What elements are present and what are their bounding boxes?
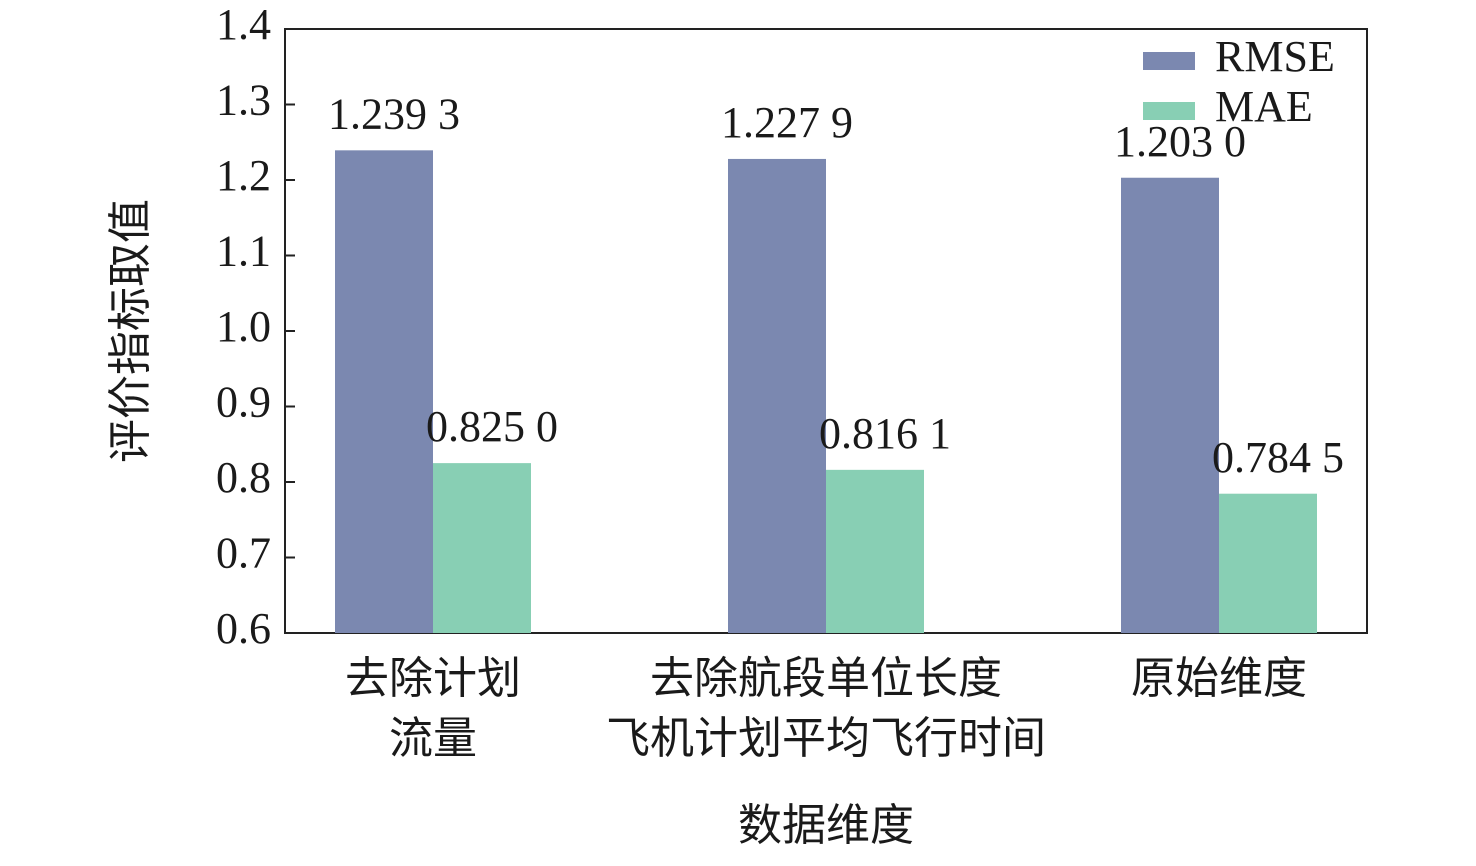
- y-tick-label: 0.9: [216, 378, 271, 427]
- bar: [335, 150, 433, 634]
- legend-swatch: [1143, 102, 1195, 120]
- y-axis-title: 评价指标取值: [106, 199, 155, 463]
- x-tick-label: 去除计划: [345, 654, 521, 703]
- y-tick-label: 1.1: [216, 227, 271, 276]
- x-tick-label: 去除航段单位长度: [650, 654, 1002, 703]
- bar: [1219, 493, 1317, 633]
- y-tick-label: 1.0: [216, 302, 271, 351]
- y-tick-label: 1.4: [216, 0, 271, 49]
- legend-label: RMSE: [1215, 32, 1335, 81]
- x-axis-title: 数据维度: [738, 801, 914, 850]
- value-label: 0.825 0: [426, 402, 558, 451]
- legend-swatch: [1143, 52, 1195, 70]
- x-tick-label: 流量: [389, 714, 477, 763]
- value-label: 0.784 5: [1212, 433, 1344, 482]
- y-tick-label: 0.8: [216, 453, 271, 502]
- y-tick-label: 1.3: [216, 76, 271, 125]
- legend-label: MAE: [1215, 82, 1313, 131]
- value-label: 1.227 9: [721, 98, 853, 147]
- value-label: 1.203 0: [1114, 117, 1246, 166]
- y-tick-label: 1.2: [216, 151, 271, 200]
- y-tick-label: 0.6: [216, 604, 271, 653]
- bar: [433, 463, 531, 633]
- bar: [1121, 177, 1219, 634]
- bar: [728, 158, 826, 634]
- value-label: 1.239 3: [328, 89, 460, 138]
- x-tick-label: 原始维度: [1131, 654, 1307, 703]
- bar: [826, 469, 924, 633]
- value-label: 0.816 1: [819, 409, 951, 458]
- y-tick-label: 0.7: [216, 529, 271, 578]
- x-tick-label: 飞机计划平均飞行时间: [606, 714, 1046, 763]
